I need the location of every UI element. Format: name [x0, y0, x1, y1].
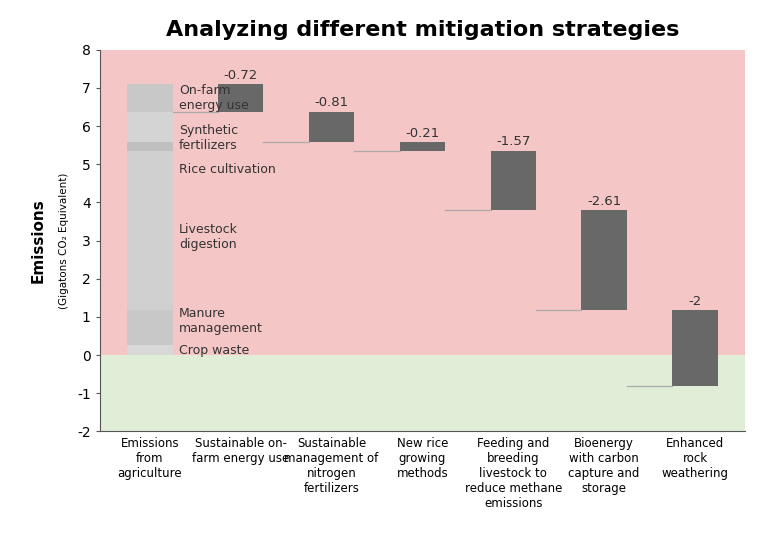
Bar: [127, 346, 173, 355]
Text: (Gigatons CO₂ Equivalent): (Gigatons CO₂ Equivalent): [59, 173, 69, 309]
Text: -2.61: -2.61: [587, 195, 621, 208]
Bar: [218, 84, 263, 112]
Text: -0.21: -0.21: [406, 127, 439, 140]
Bar: [127, 84, 173, 112]
Bar: [309, 112, 354, 143]
Text: Emissions: Emissions: [31, 198, 46, 283]
Text: Crop waste: Crop waste: [179, 344, 249, 357]
Bar: [399, 143, 445, 150]
Bar: [127, 143, 173, 150]
Bar: [100, 355, 745, 431]
Text: -0.81: -0.81: [314, 96, 349, 109]
Text: Synthetic
fertilizers: Synthetic fertilizers: [179, 123, 238, 152]
Text: -2: -2: [688, 295, 702, 307]
Text: On-farm
energy use: On-farm energy use: [179, 84, 249, 112]
Text: -1.57: -1.57: [496, 135, 531, 148]
Bar: [100, 50, 745, 355]
Text: -0.72: -0.72: [223, 69, 258, 82]
Text: Rice cultivation: Rice cultivation: [179, 163, 276, 176]
Bar: [127, 310, 173, 346]
Bar: [127, 150, 173, 310]
Bar: [672, 310, 718, 387]
Bar: [127, 112, 173, 143]
Bar: [491, 150, 536, 210]
Text: Manure
management: Manure management: [179, 307, 263, 336]
Bar: [581, 210, 627, 310]
Text: Livestock
digestion: Livestock digestion: [179, 223, 238, 251]
Title: Analyzing different mitigation strategies: Analyzing different mitigation strategie…: [166, 20, 679, 40]
